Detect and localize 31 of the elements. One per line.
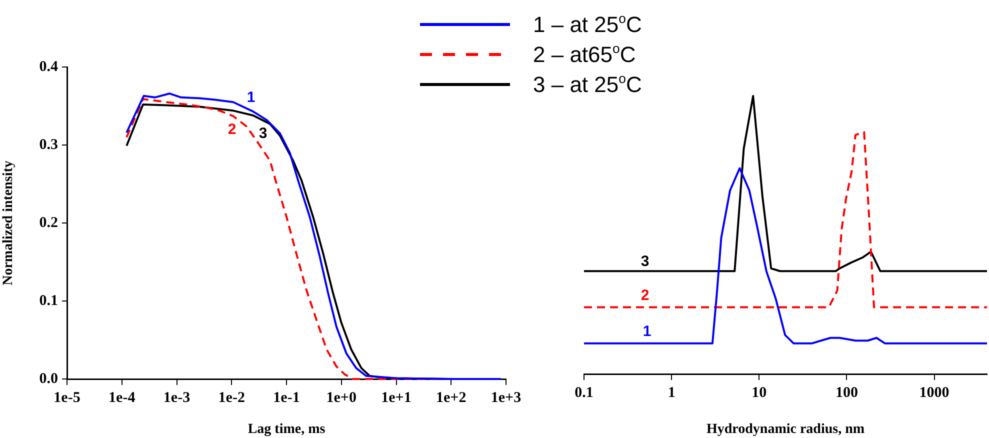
annotation: 3 [640,253,650,270]
x-tick-label: 1 [668,384,676,401]
x-tick-label: 1e+2 [436,390,466,406]
y-tick-label: 0.3 [39,136,58,153]
annotation: 1 [642,323,652,340]
legend-label: 3 – at 25$^{o}$C [533,70,642,98]
x-tick-label: 0.1 [574,384,594,401]
y-tick-label: 0.4 [39,58,58,75]
x-tick-label: 1000 [919,384,950,401]
legend-label: 2 – at65$^{o}$C [533,40,636,68]
x-tick-label: 1e-4 [108,390,136,406]
x-tick-label: 1e-2 [218,390,245,406]
x-tick-label: 1e+1 [381,390,412,406]
y-tick-label: 0.0 [39,370,58,387]
x-tick-label: 1e-3 [163,390,190,406]
annotation: 2 [640,287,650,304]
x-axis-title: Hydrodynamic radius, nm [706,422,865,438]
y-tick-label: 0.1 [39,292,58,309]
x-tick-label: 100 [835,384,858,401]
annotation: 2 [228,121,236,138]
x-tick-label: 1e-1 [273,390,300,406]
x-tick-label: 10 [752,384,767,401]
y-axis-title: Normalized intensity [1,160,16,286]
x-tick-label: 1e+3 [490,390,522,406]
y-tick-label: 0.2 [39,214,58,231]
x-tick-label: 1e+0 [326,390,356,406]
x-tick-label: 1e-5 [54,390,80,406]
legend-label: 1 – at 25$^{o}$C [533,10,642,38]
annotation: 1 [246,89,256,106]
annotation: 3 [258,125,268,142]
x-axis-title: Lag time, ms [248,422,326,438]
